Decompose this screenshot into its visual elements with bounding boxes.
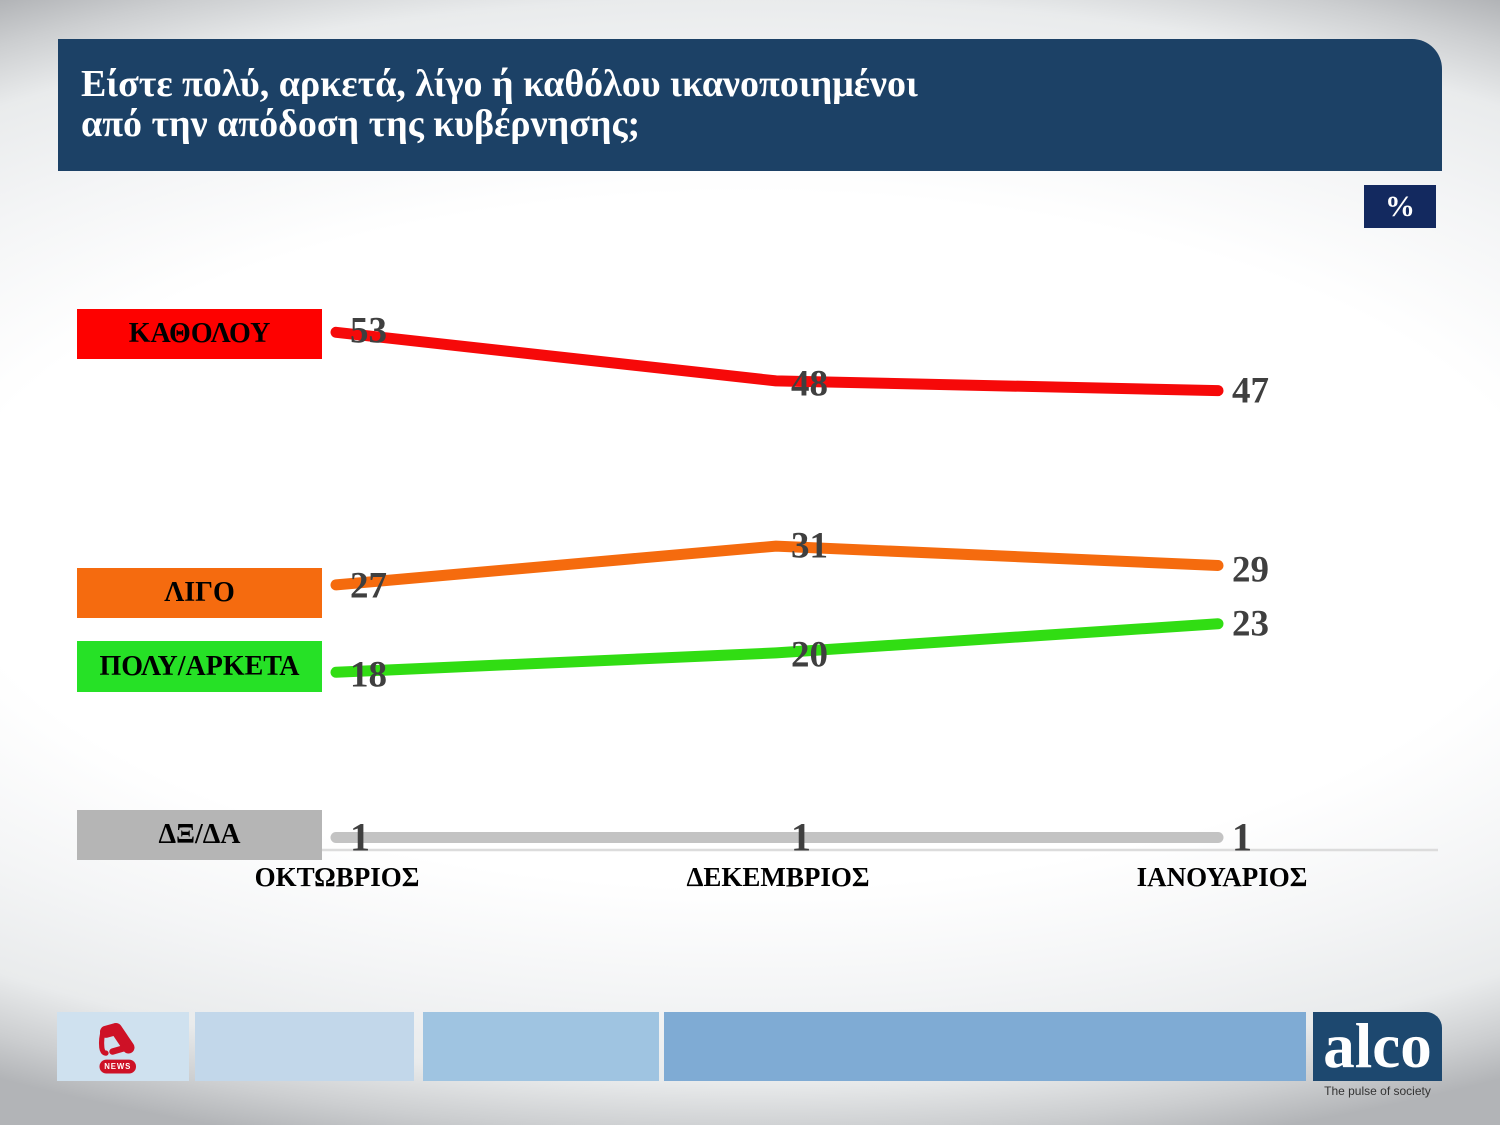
svg-text:NEWS: NEWS [104, 1062, 131, 1071]
